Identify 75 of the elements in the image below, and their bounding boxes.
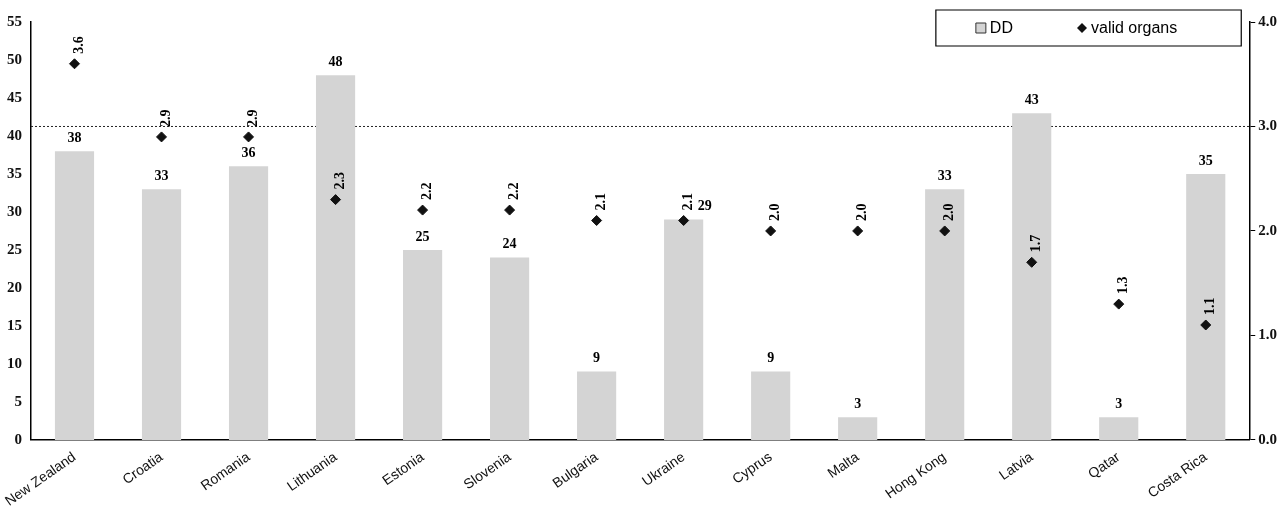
point (69, 58, 81, 70)
data-label: 35 (1198, 152, 1213, 168)
data-label: 38 (67, 129, 82, 145)
legend-label: DD (989, 19, 1013, 37)
point (243, 131, 255, 143)
point (417, 204, 429, 216)
bar (228, 166, 269, 440)
bar (403, 249, 443, 440)
y2-tick-label: 1.0 (1258, 326, 1277, 343)
y-tick-label: 5 (14, 392, 22, 409)
data-label: 25 (415, 228, 430, 244)
data-label: 1.7 (1028, 234, 1044, 253)
bar (1186, 173, 1226, 440)
data-label: 33 (154, 167, 169, 183)
point (1200, 319, 1212, 331)
bar (664, 219, 704, 440)
y-tick-label: 10 (7, 354, 22, 371)
data-label: 2.0 (767, 203, 783, 221)
point (156, 131, 168, 143)
point (765, 225, 777, 237)
data-label: 2.1 (593, 193, 609, 211)
bar (751, 371, 791, 440)
bar (141, 189, 182, 440)
y-tick-label: 20 (7, 278, 22, 295)
y2-tick-label: 4.0 (1258, 12, 1277, 29)
data-label: 1.3 (1115, 276, 1131, 295)
y-tick-label: 45 (7, 88, 22, 105)
data-label: 9 (593, 350, 601, 366)
y-tick-label: 15 (7, 316, 22, 333)
data-label: 2.2 (506, 182, 522, 201)
point (1026, 256, 1038, 268)
data-label: 43 (1024, 91, 1039, 107)
data-label: 2.0 (854, 203, 870, 221)
y2-tick-label: 2.0 (1258, 221, 1277, 238)
point (678, 215, 690, 227)
data-label: 3.6 (71, 36, 87, 54)
legend-label: valid organs (1090, 19, 1178, 37)
data-label: 1.1 (1202, 297, 1218, 315)
bar (838, 417, 878, 440)
data-label: 36 (241, 144, 256, 160)
point (504, 204, 516, 216)
y-tick-label: 40 (7, 126, 22, 143)
data-label: 33 (937, 167, 952, 183)
data-label: 2.0 (941, 203, 957, 221)
y-tick-label: 25 (7, 240, 22, 257)
bar (925, 189, 965, 440)
bar (1012, 113, 1052, 440)
point (591, 215, 603, 227)
y-tick-label: 50 (7, 50, 22, 67)
point (330, 194, 342, 206)
data-label: 2.9 (158, 109, 174, 127)
y-tick-label: 35 (7, 164, 22, 181)
data-label: 2.2 (419, 182, 435, 201)
data-label: 29 (697, 198, 712, 214)
y2-tick-label: 3.0 (1258, 117, 1277, 134)
bar (577, 371, 617, 440)
data-label: 48 (328, 53, 343, 69)
y-tick-label: 0 (14, 430, 22, 447)
data-label: 24 (502, 236, 517, 252)
data-label: 3 (854, 395, 862, 411)
y-tick-label: 30 (7, 202, 22, 219)
y-tick-label: 55 (7, 12, 22, 29)
data-label: 9 (767, 350, 775, 366)
data-label: 2.1 (680, 193, 696, 211)
bar (490, 257, 530, 440)
bar (315, 75, 356, 440)
data-label: 2.3 (332, 172, 348, 190)
bar (54, 151, 95, 440)
point (939, 225, 951, 237)
bar (1099, 417, 1139, 440)
point (852, 225, 864, 237)
y2-tick-label: 0.0 (1258, 430, 1277, 447)
data-label: 2.9 (245, 109, 261, 127)
point (1113, 298, 1125, 310)
data-label: 3 (1115, 395, 1123, 411)
